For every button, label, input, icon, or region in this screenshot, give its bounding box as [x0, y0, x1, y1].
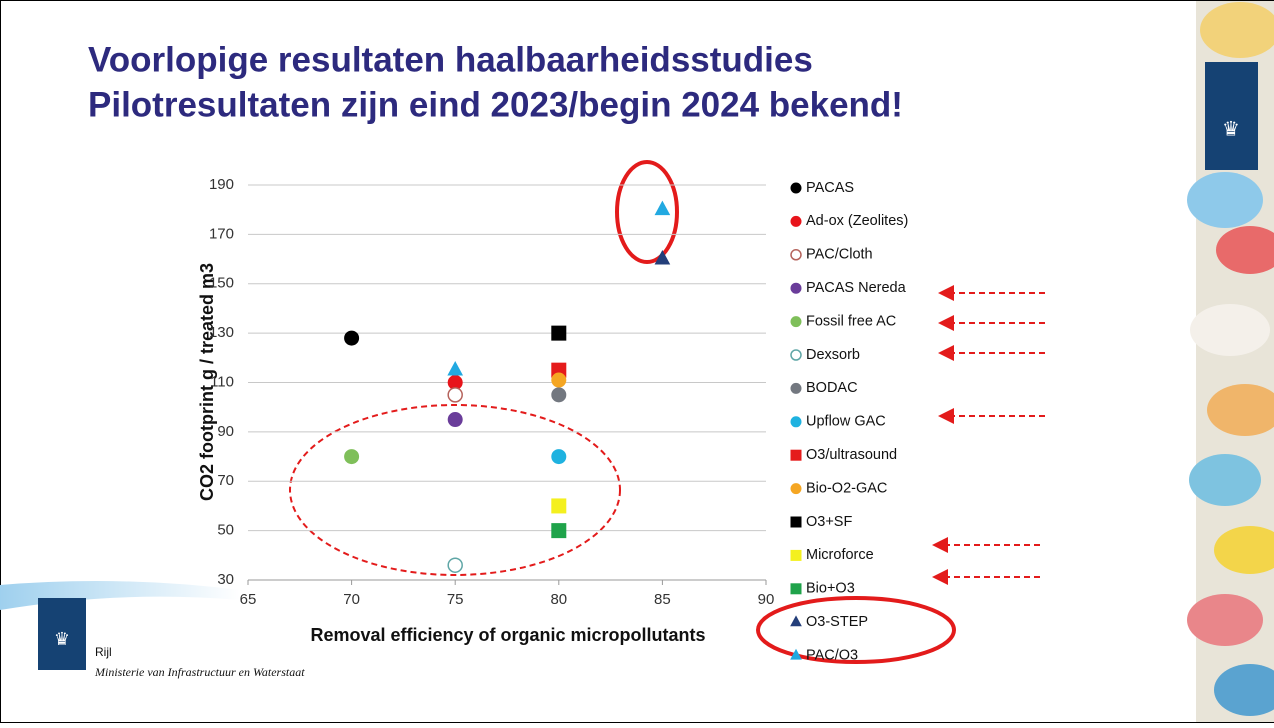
scatter-point	[345, 331, 359, 345]
x-tick-label: 90	[758, 591, 775, 608]
legend-marker	[791, 417, 801, 427]
legend-label: PAC/O3	[806, 647, 858, 663]
legend-marker	[791, 584, 801, 594]
legend-label: O3+SF	[806, 514, 852, 530]
scatter-point	[448, 413, 462, 427]
slide: ♛ ♛ Rijl Ministerie van Infrastructuur e…	[0, 0, 1274, 723]
slide-title-line: Voorlopige resultaten haalbaarheidsstudi…	[88, 40, 813, 79]
y-tick-label: 70	[217, 472, 234, 489]
y-tick-label: 90	[217, 423, 234, 440]
x-tick-label: 85	[654, 591, 671, 608]
legend-marker	[791, 550, 801, 560]
scatter-point	[552, 326, 566, 340]
legend-marker	[791, 484, 801, 494]
legend-label: O3-STEP	[806, 614, 868, 630]
legend-marker	[791, 517, 801, 527]
legend-marker	[791, 183, 801, 193]
legend-label: Upflow GAC	[806, 414, 886, 430]
y-tick-label: 110	[210, 373, 234, 390]
scatter-point	[552, 373, 566, 387]
scatter-point	[345, 450, 359, 464]
scatter-point	[448, 388, 462, 402]
legend-label: O3/ultrasound	[806, 447, 897, 463]
scatter-point	[552, 388, 566, 402]
y-tick-label: 130	[209, 324, 234, 341]
scatter-point	[552, 499, 566, 513]
y-tick-label: 150	[209, 275, 234, 292]
y-tick-label: 170	[209, 225, 234, 242]
scatter-point	[552, 524, 566, 538]
legend-marker	[791, 216, 801, 226]
legend-label: Bio-O2-GAC	[806, 480, 887, 496]
x-tick-label: 70	[343, 591, 360, 608]
footer-logo-text: Rijl	[95, 645, 112, 659]
scatter-point	[448, 558, 462, 572]
legend-label: PACAS	[806, 180, 854, 196]
legend-label: PACAS Nereda	[806, 280, 907, 296]
logo-emblem: ♛	[54, 629, 70, 649]
legend-marker	[791, 317, 801, 327]
y-tick-label: 50	[217, 522, 234, 539]
svg-text:♛: ♛	[1222, 118, 1240, 140]
slide-title-line: Pilotresultaten zijn eind 2023/begin 202…	[88, 85, 903, 124]
legend-marker	[791, 250, 801, 260]
legend-label: PAC/Cloth	[806, 247, 873, 263]
pills-image: ♛	[1187, 1, 1274, 722]
x-axis-label: Removal efficiency of organic micropollu…	[310, 625, 705, 645]
legend-marker	[791, 283, 801, 293]
scatter-point	[552, 450, 566, 464]
x-tick-label: 75	[447, 591, 464, 608]
x-tick-label: 80	[550, 591, 567, 608]
y-tick-label: 190	[209, 176, 234, 193]
legend-label: Fossil free AC	[806, 313, 896, 329]
legend-label: Ad-ox (Zeolites)	[806, 213, 908, 229]
y-tick-label: 30	[217, 571, 234, 588]
legend-label: BODAC	[806, 380, 858, 396]
x-tick-label: 65	[240, 591, 257, 608]
legend-label: Microforce	[806, 547, 874, 563]
legend-marker	[791, 383, 801, 393]
footer-ministry: Ministerie van Infrastructuur en Waterst…	[94, 665, 305, 679]
legend-label: Bio+O3	[806, 581, 855, 597]
legend-marker	[791, 450, 801, 460]
legend-label: Dexsorb	[806, 347, 860, 363]
legend-marker	[791, 350, 801, 360]
